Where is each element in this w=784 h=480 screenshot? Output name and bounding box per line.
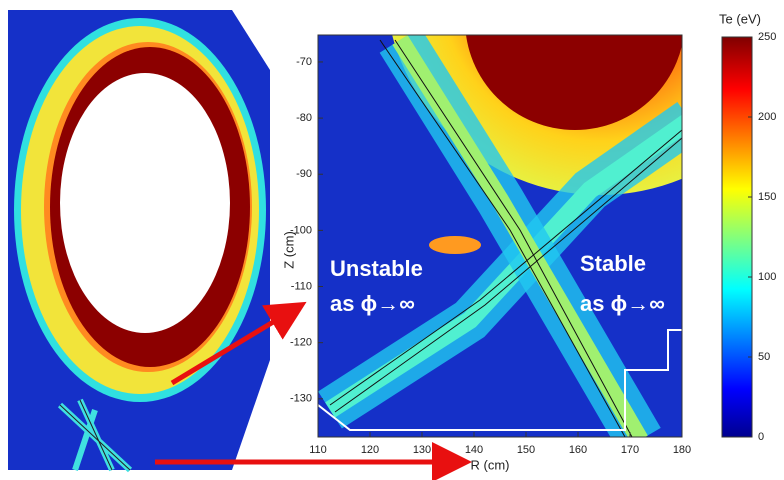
x-tick-label: 120 xyxy=(361,444,379,456)
x-tick-label: 110 xyxy=(309,444,327,456)
colorbar-tick-label: 0 xyxy=(758,431,764,443)
left-panel xyxy=(8,10,270,470)
y-tick-label: -80 xyxy=(296,112,312,124)
y-tick-label: -110 xyxy=(291,280,312,292)
x-axis-label: R (cm) xyxy=(471,457,510,472)
colorbar-tick-label: 50 xyxy=(758,351,770,363)
colorbar-tick-label: 200 xyxy=(758,111,776,123)
x-tick-label: 130 xyxy=(413,444,431,456)
annotation: as ϕ→∞ xyxy=(330,291,415,316)
x-tick-label: 160 xyxy=(569,444,587,456)
colorbar-tick-label: 250 xyxy=(758,31,776,43)
y-tick-label: -70 xyxy=(296,56,312,68)
x-tick-label: 170 xyxy=(621,444,639,456)
y-tick-label: -130 xyxy=(290,393,312,405)
heatmap xyxy=(318,0,784,440)
x-tick-label: 140 xyxy=(465,444,483,456)
colorbar-label: Te (eV) xyxy=(719,11,761,26)
x-tick-label: 180 xyxy=(673,444,691,456)
colorbar-tick-label: 150 xyxy=(758,191,776,203)
y-tick-label: -120 xyxy=(290,337,312,349)
y-tick-label: -90 xyxy=(296,168,312,180)
annotation: Unstable xyxy=(330,256,423,281)
colorbar-tick-label: 100 xyxy=(758,271,776,283)
figure: Unstable as ϕ→∞ Stable as ϕ→∞ R (cm) Z (… xyxy=(0,0,784,480)
colorbar xyxy=(722,37,752,437)
annotation: as ϕ→∞ xyxy=(580,291,665,316)
y-axis-label: Z (cm) xyxy=(281,231,296,269)
y-tick-label: -100 xyxy=(290,224,312,236)
x-tick-label: 150 xyxy=(517,444,535,456)
page: Unstable as ϕ→∞ Stable as ϕ→∞ R (cm) Z (… xyxy=(0,0,784,480)
annotation: Stable xyxy=(580,251,646,276)
